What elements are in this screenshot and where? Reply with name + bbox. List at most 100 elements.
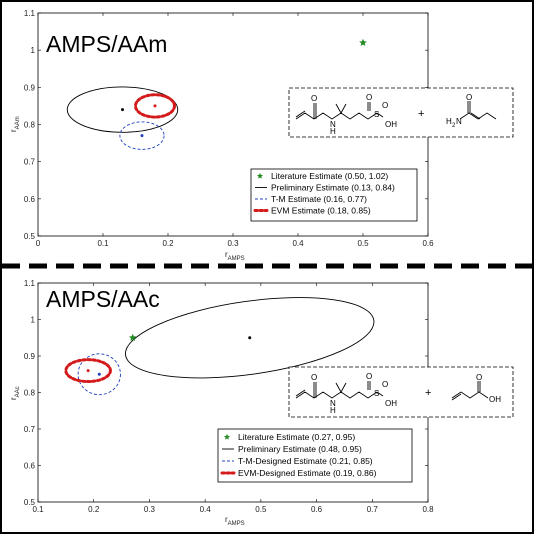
x-tick-label: 0.1 bbox=[97, 239, 109, 248]
x-axis-label: rAMPS bbox=[225, 515, 245, 527]
y-tick-label: 0.7 bbox=[24, 158, 36, 167]
x-tick-label: 0.5 bbox=[255, 505, 267, 514]
legend-label: EVM-Designed Estimate (0.19, 0.86) bbox=[238, 468, 377, 478]
x-axis-label: rAMPS bbox=[225, 250, 245, 262]
legend-label: Preliminary Estimate (0.13, 0.84) bbox=[271, 183, 395, 193]
estimate-point-star bbox=[359, 38, 367, 46]
atom-label: OH bbox=[385, 120, 397, 129]
chart-panel-amps-aac: AMPS/AAc 0.1 0.2 0.3 0.4 0.5 0.6 0.7 0.8 0.5 0.6 0… bbox=[9, 279, 514, 527]
atom-label: O bbox=[382, 380, 388, 389]
y-tick-label: 0.8 bbox=[24, 389, 36, 398]
y-tick-label: 0.7 bbox=[24, 425, 36, 434]
confidence-ellipse bbox=[64, 358, 112, 384]
atom-label: O bbox=[466, 93, 472, 102]
x-tick-label: 0.4 bbox=[200, 505, 212, 514]
legend-label: Literature Estimate (0.50, 1.02) bbox=[271, 171, 388, 181]
confidence-ellipse bbox=[134, 93, 176, 119]
atom-label: O bbox=[366, 372, 372, 381]
legend: Literature Estimate (0.50, 1.02) Prelimin… bbox=[250, 168, 418, 222]
atom-label: O bbox=[366, 93, 372, 102]
legend-swatch-star bbox=[223, 433, 231, 440]
x-tick-label: 0.6 bbox=[311, 505, 323, 514]
x-tick-label: 0.3 bbox=[144, 505, 156, 514]
estimate-point bbox=[248, 336, 252, 340]
estimate-point bbox=[121, 108, 124, 112]
amps-structure bbox=[295, 381, 384, 399]
atom-label: OH bbox=[489, 395, 501, 404]
axis-ticks: 0.1 0.2 0.3 0.4 0.5 0.6 0.7 0.8 0.5 0.6 0.7 0.8 0.9 1… bbox=[24, 279, 434, 514]
atom-label: N bbox=[330, 399, 336, 408]
molecule-inset: O N H O S O OH + O OH bbox=[288, 366, 514, 418]
atom-label: N bbox=[456, 117, 462, 126]
chart-title: AMPS/AAm bbox=[46, 31, 167, 57]
amps-structure bbox=[295, 102, 384, 120]
atom-label: N bbox=[330, 120, 336, 129]
atom-label: S bbox=[374, 110, 379, 119]
plus-sign: + bbox=[425, 387, 431, 399]
y-tick-label: 1 bbox=[31, 316, 36, 325]
confidence-ellipse bbox=[119, 121, 165, 150]
confidence-ellipse bbox=[77, 353, 121, 396]
molecule-inset: O N H O S O OH + O H 2 N bbox=[288, 87, 514, 138]
acrylic-acid-structure bbox=[451, 381, 489, 401]
axis-ticks: 0 0.1 0.2 0.3 0.4 0.5 0.6 0.5 0.6 0.7 0.8 0.9 1 1.1 bbox=[24, 9, 434, 248]
x-tick-label: 0.1 bbox=[32, 505, 44, 514]
x-tick-label: 0.7 bbox=[367, 505, 379, 514]
atom-label: O bbox=[311, 373, 317, 382]
confidence-ellipse bbox=[125, 297, 375, 379]
y-tick-label: 0.6 bbox=[24, 195, 36, 204]
legend-label: T-M Estimate (0.16, 0.77) bbox=[271, 194, 367, 204]
atom-label: H bbox=[330, 127, 336, 136]
atom-label: S bbox=[374, 389, 379, 398]
x-tick-label: 0 bbox=[36, 239, 41, 248]
confidence-ellipse bbox=[66, 86, 179, 133]
chart-marks bbox=[66, 38, 367, 150]
atom-label: 2 bbox=[452, 123, 456, 129]
plus-sign: + bbox=[418, 108, 424, 120]
legend-swatch-star bbox=[256, 172, 264, 179]
molecule-box bbox=[288, 366, 514, 418]
legend-label: T-M-Designed Estimate (0.21, 0.85) bbox=[238, 456, 373, 466]
molecule-box bbox=[288, 87, 514, 138]
legend-box bbox=[217, 428, 413, 483]
x-tick-label: 0.8 bbox=[422, 505, 434, 514]
legend: Literature Estimate (0.27, 0.95) Prelimin… bbox=[217, 428, 413, 483]
atom-label: O bbox=[476, 373, 482, 382]
y-tick-label: 0.6 bbox=[24, 462, 36, 471]
estimate-point-star bbox=[128, 333, 137, 341]
x-tick-label: 0.5 bbox=[357, 239, 369, 248]
estimate-point bbox=[97, 372, 101, 376]
y-tick-label: 1.1 bbox=[24, 279, 36, 288]
legend-box bbox=[250, 168, 418, 222]
chart-title: AMPS/AAc bbox=[46, 286, 160, 312]
x-tick-label: 0.4 bbox=[292, 239, 304, 248]
estimate-point bbox=[140, 134, 144, 138]
atom-label: H bbox=[330, 406, 336, 415]
legend-label: Preliminary Estimate (0.48, 0.95) bbox=[238, 444, 362, 454]
x-tick-label: 0.2 bbox=[162, 239, 174, 248]
atom-label: O bbox=[382, 101, 388, 110]
x-tick-label: 0.6 bbox=[422, 239, 434, 248]
chart-panel-aams-aam: AMPS/AAm 0 0.1 0.2 0.3 0.4 0.5 0.6 0.5 0.6 0.7 0.8… bbox=[9, 9, 514, 262]
y-tick-label: 0.5 bbox=[24, 232, 36, 241]
estimate-point bbox=[86, 369, 90, 373]
chart-marks bbox=[64, 297, 375, 396]
estimate-point bbox=[153, 104, 157, 108]
y-tick-label: 0.5 bbox=[24, 498, 36, 507]
atom-label: OH bbox=[385, 399, 397, 408]
acrylamide-structure bbox=[459, 101, 497, 120]
legend-label: EVM Estimate (0.18, 0.85) bbox=[271, 206, 371, 216]
y-tick-label: 0.8 bbox=[24, 121, 36, 130]
y-tick-label: 1.1 bbox=[24, 9, 36, 18]
x-tick-label: 0.3 bbox=[227, 239, 239, 248]
atom-label: H bbox=[446, 117, 452, 126]
y-tick-label: 0.9 bbox=[24, 83, 36, 92]
x-tick-label: 0.2 bbox=[88, 505, 100, 514]
y-tick-label: 1 bbox=[31, 46, 36, 55]
legend-label: Literature Estimate (0.27, 0.95) bbox=[238, 432, 355, 442]
atom-label: O bbox=[311, 94, 317, 103]
y-axis-label: rAAm bbox=[9, 116, 21, 132]
y-axis-label: rAAc bbox=[9, 386, 21, 400]
